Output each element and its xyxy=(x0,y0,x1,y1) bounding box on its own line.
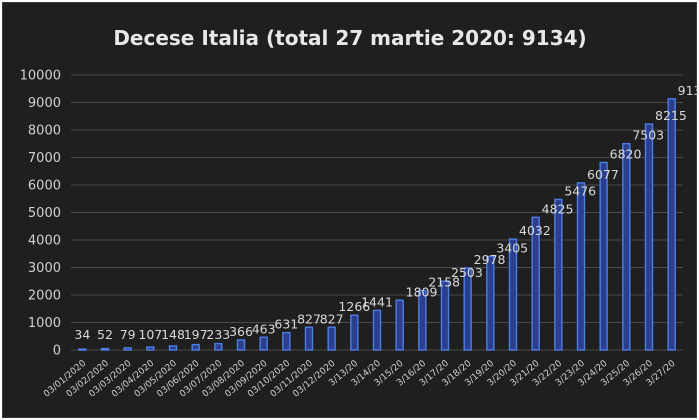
chart-title: Decese Italia (total 27 martie 2020: 913… xyxy=(113,26,586,50)
bar xyxy=(350,314,359,351)
data-label: 107 xyxy=(138,327,162,342)
y-tick-label: 10000 xyxy=(20,69,61,84)
y-tick-label: 5000 xyxy=(28,206,61,221)
data-label: 3405 xyxy=(496,240,528,255)
data-label: 4825 xyxy=(542,201,574,216)
bar xyxy=(599,161,608,351)
data-label: 148 xyxy=(161,327,185,342)
bar xyxy=(531,216,540,351)
data-label: 6820 xyxy=(610,146,642,161)
bar xyxy=(282,331,291,351)
bar xyxy=(463,267,472,351)
bar xyxy=(259,336,268,351)
data-label: 52 xyxy=(97,327,113,342)
y-axis-ticks: 0 1000 2000 3000 4000 5000 6000 7000 8000 9000 100… xyxy=(20,69,61,359)
bar xyxy=(486,255,495,351)
data-label: 463 xyxy=(252,321,276,336)
grid-lines xyxy=(71,74,683,351)
bar xyxy=(576,182,586,351)
data-label: 79 xyxy=(120,327,136,342)
bar xyxy=(372,309,382,351)
data-label: 827 xyxy=(297,311,321,326)
data-label: 1266 xyxy=(338,299,370,314)
data-label: 4032 xyxy=(519,223,551,238)
bar xyxy=(418,289,427,351)
data-label: 5476 xyxy=(564,183,596,198)
bars xyxy=(78,98,676,351)
y-tick-label: 8000 xyxy=(28,124,61,139)
y-tick-label: 1000 xyxy=(28,316,61,331)
data-label: 1809 xyxy=(406,284,438,299)
bar xyxy=(667,98,676,351)
bar xyxy=(100,347,110,351)
y-tick-label: 4000 xyxy=(28,234,61,249)
data-label: 1441 xyxy=(361,294,393,309)
bar xyxy=(644,123,654,351)
data-label: 827 xyxy=(320,311,344,326)
data-label: 2158 xyxy=(428,275,460,290)
bar xyxy=(168,345,178,351)
data-label: 9134 xyxy=(678,83,698,98)
y-tick-label: 6000 xyxy=(28,179,61,194)
bar xyxy=(622,142,631,351)
data-label: 34 xyxy=(74,327,90,342)
y-tick-label: 2000 xyxy=(28,289,61,304)
bar xyxy=(123,347,132,351)
y-tick-label: 7000 xyxy=(28,151,61,166)
data-label: 7503 xyxy=(632,128,664,143)
data-label: 2503 xyxy=(451,265,483,280)
bar xyxy=(214,342,223,351)
bar xyxy=(508,238,518,351)
bar xyxy=(554,198,563,351)
bar xyxy=(78,348,87,351)
bar xyxy=(146,346,155,351)
x-axis-ticks: 03/01/202003/02/202003/03/202003/04/2020… xyxy=(42,358,678,399)
y-tick-label: 0 xyxy=(53,344,61,359)
bar-chart: Decese Italia (total 27 martie 2020: 913… xyxy=(20,26,698,400)
data-label: 6077 xyxy=(587,167,619,182)
data-label: 233 xyxy=(206,327,230,342)
data-label: 631 xyxy=(274,317,298,332)
data-label: 366 xyxy=(229,324,253,339)
y-tick-label: 9000 xyxy=(28,96,61,111)
bar xyxy=(236,339,246,351)
data-labels: 34 52 79 1071481972333664636318278271266144… xyxy=(74,83,698,342)
data-label: 197 xyxy=(184,327,208,342)
bar xyxy=(304,326,314,351)
bar xyxy=(327,326,336,351)
bar xyxy=(395,299,404,351)
data-label: 2978 xyxy=(474,252,506,267)
bar xyxy=(191,343,200,351)
bar xyxy=(440,280,450,351)
data-label: 8215 xyxy=(655,108,687,123)
y-tick-label: 3000 xyxy=(28,261,61,276)
